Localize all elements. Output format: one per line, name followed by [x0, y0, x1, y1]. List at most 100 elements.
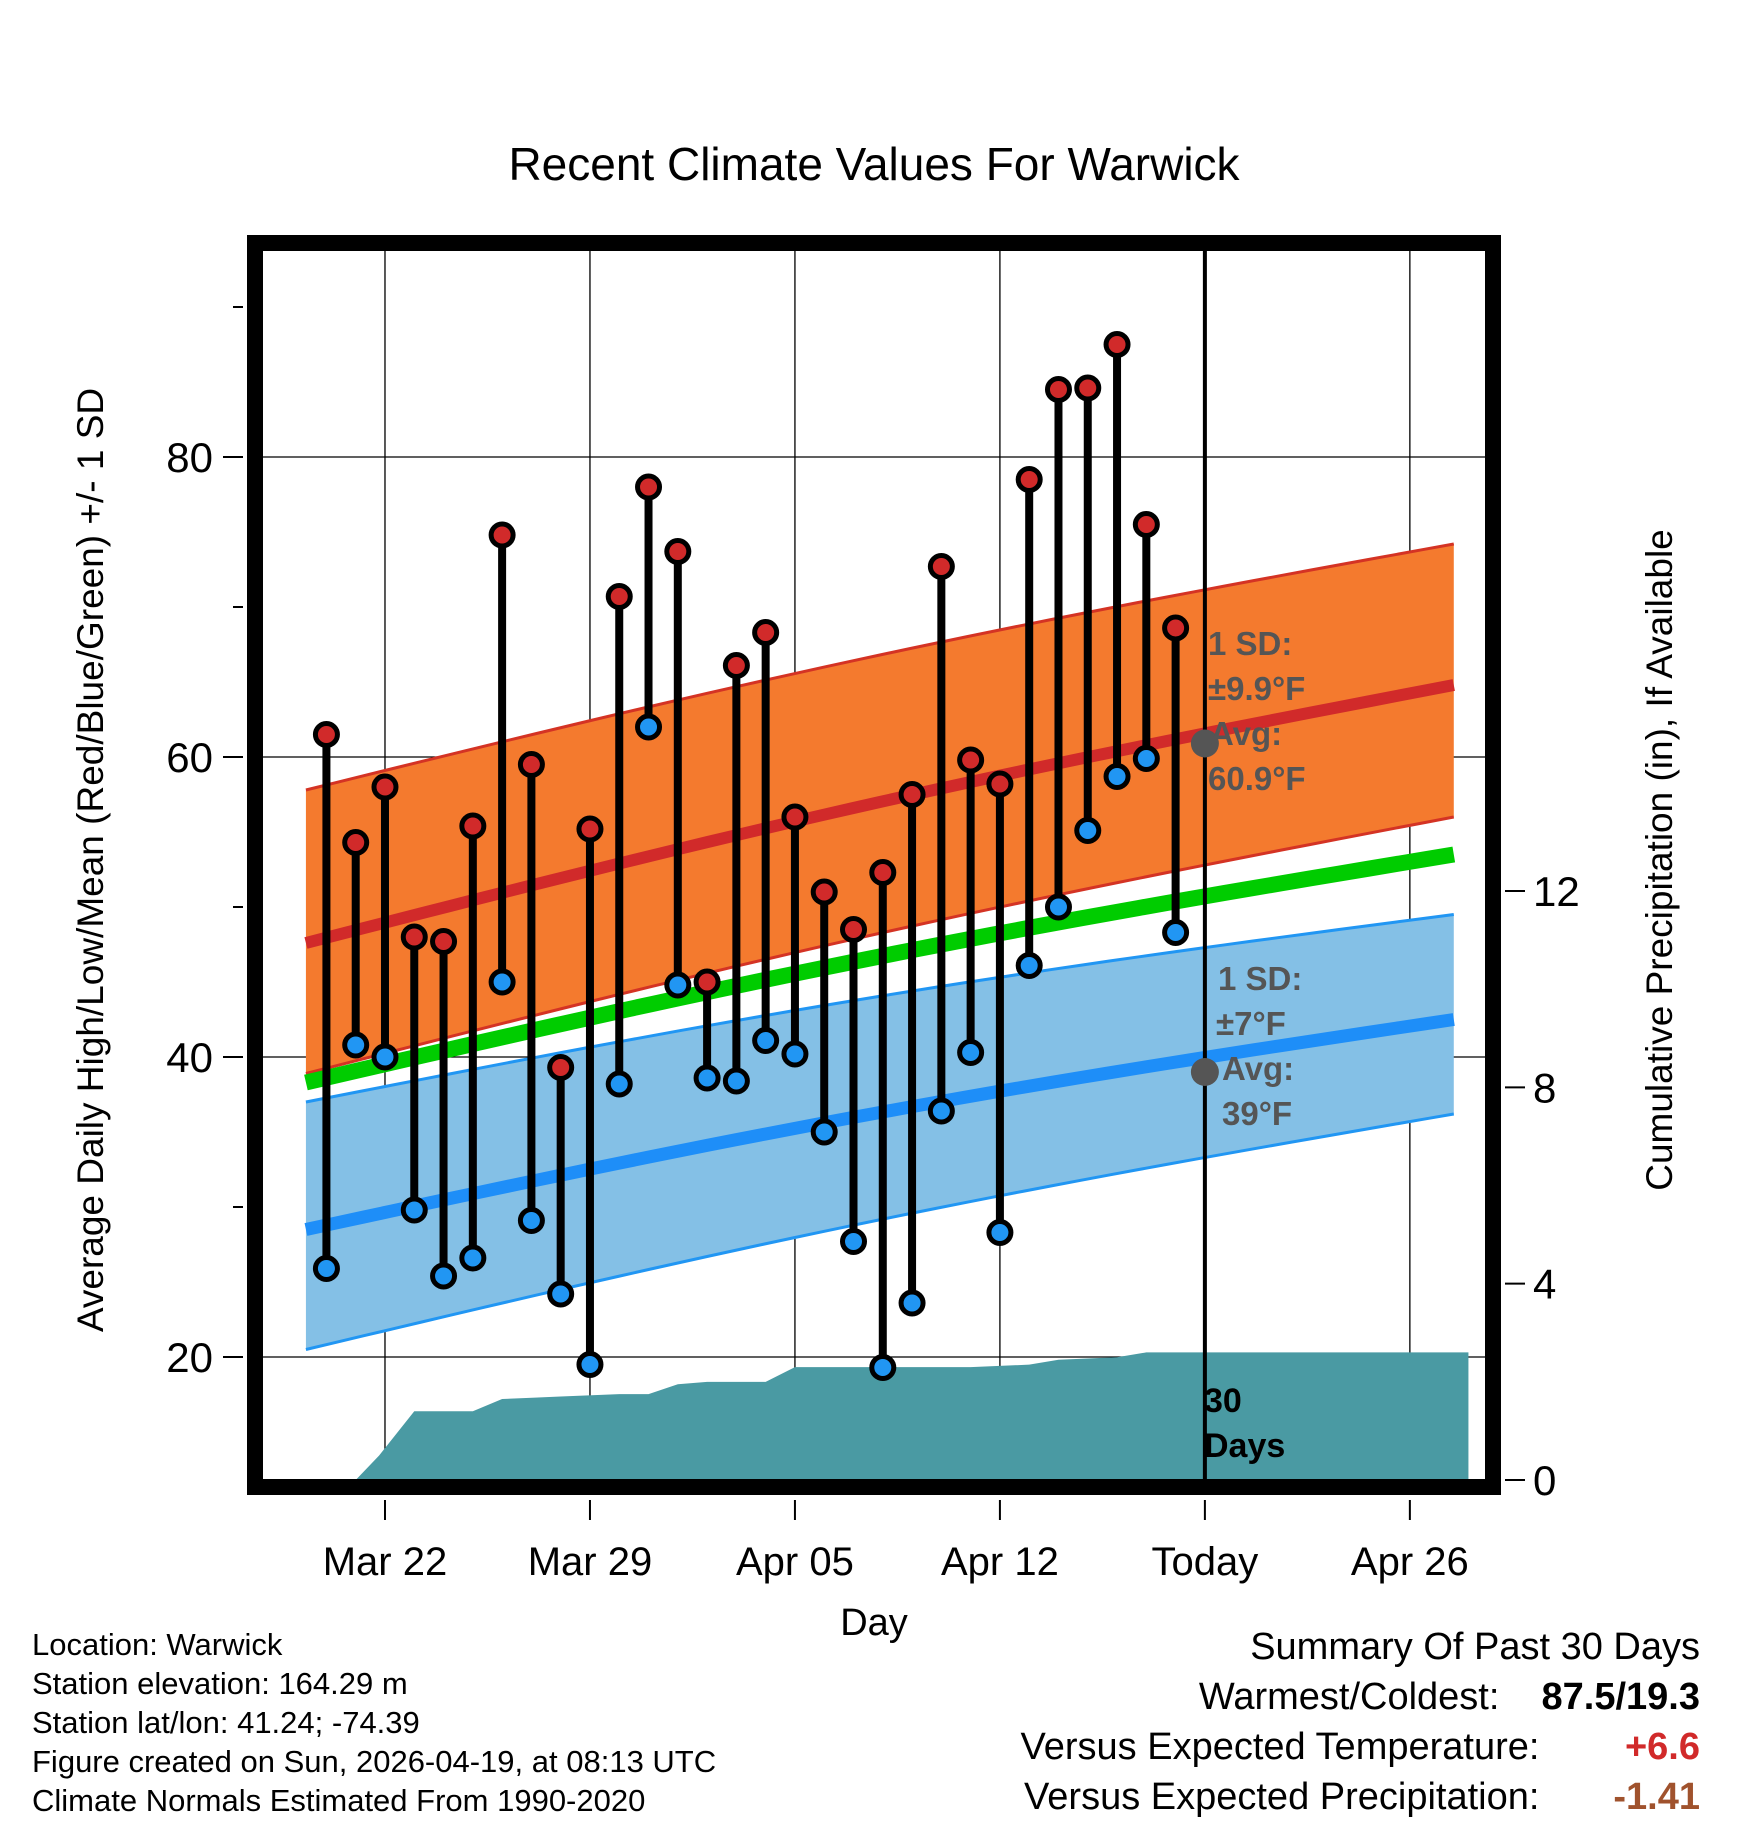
high-point [869, 859, 897, 886]
low-point [664, 971, 692, 999]
normals-text: Climate Normals Estimated From 1990-2020 [32, 1783, 646, 1818]
low-point [312, 1255, 340, 1282]
high-point [664, 538, 692, 565]
low-point [517, 1207, 545, 1234]
low-point [869, 1354, 897, 1381]
low-point [810, 1118, 838, 1146]
summary-panel: Summary Of Past 30 Days Warmest/Coldest:… [1021, 1622, 1700, 1822]
high-point [342, 829, 370, 856]
low-avg-label: Avg: [1222, 1050, 1294, 1087]
today-low-avg-dot [1190, 1058, 1219, 1086]
low-point [342, 1031, 370, 1059]
high-point [752, 619, 780, 646]
high-point [400, 923, 428, 951]
low-point [1015, 952, 1043, 979]
low-point [752, 1027, 780, 1054]
temp-anomaly-row: Versus Expected Temperature: +6.6 [1021, 1722, 1700, 1772]
high-point [781, 803, 809, 831]
location-text: Location: Warwick [32, 1627, 283, 1662]
high-point [371, 773, 399, 801]
low-point [927, 1097, 955, 1125]
high-mean-line [304, 679, 1455, 949]
low-point [1103, 763, 1131, 790]
chart-title: Recent Climate Values For Warwick [508, 138, 1240, 190]
summary-title: Summary Of Past 30 Days [1250, 1626, 1700, 1668]
high-point [547, 1054, 575, 1081]
precip-area [355, 1352, 1469, 1480]
x-tick-label: Apr 05 [736, 1540, 854, 1584]
low-point [1074, 817, 1102, 844]
high-avg-label: Avg: [1210, 715, 1282, 752]
low-point [722, 1067, 750, 1095]
high-point [517, 751, 545, 778]
high-point [1044, 376, 1072, 403]
high-point [693, 968, 721, 996]
x-axis-label: Day [840, 1602, 908, 1644]
warmest-coldest-row: Warmest/Coldest: 87.5/19.3 [1021, 1672, 1700, 1722]
high-point [986, 770, 1014, 798]
plot-frame [247, 235, 1501, 1495]
latlon-text: Station lat/lon: 41.24; -74.39 [32, 1705, 420, 1740]
low-sd-value: ±7°F [1216, 1005, 1286, 1042]
high-point [1132, 511, 1160, 538]
low-point [576, 1351, 604, 1378]
low-point [488, 968, 516, 996]
days-label-text: Days [1204, 1427, 1285, 1465]
created-text: Figure created on Sun, 2026-04-19, at 08… [32, 1744, 717, 1779]
low-point [400, 1196, 428, 1224]
low-avg-value: 39°F [1222, 1095, 1292, 1132]
y2-tick-label: 8 [1533, 1064, 1556, 1111]
y2-tick-label: 12 [1533, 868, 1580, 915]
high-point [312, 721, 340, 748]
elevation-text: Station elevation: 164.29 m [32, 1666, 408, 1701]
y-tick-label: 20 [166, 1334, 213, 1381]
high-point [957, 746, 985, 774]
low-point [635, 713, 663, 741]
low-sd-label: 1 SD: [1218, 960, 1302, 997]
low-point [1162, 919, 1190, 946]
x-tick-label: Apr 26 [1351, 1540, 1469, 1584]
temp-anomaly-value: +6.6 [1624, 1726, 1700, 1768]
high-point [1015, 466, 1043, 493]
y2-tick-label: 4 [1533, 1261, 1556, 1308]
today-high-avg-dot [1190, 729, 1219, 758]
high-point [722, 652, 750, 679]
low-point [986, 1219, 1014, 1246]
low-point [781, 1040, 809, 1068]
y-tick-label: 40 [166, 1034, 213, 1081]
low-point [1132, 745, 1160, 772]
station-info: Location: Warwick Station elevation: 164… [32, 1625, 716, 1820]
high-point [1103, 331, 1131, 358]
temp-anomaly-label: Versus Expected Temperature: [1020, 1726, 1540, 1768]
days-label-count: 30 [1204, 1382, 1242, 1420]
low-point [459, 1244, 487, 1272]
high-point [1074, 374, 1102, 402]
high-point [898, 781, 926, 808]
low-point [430, 1262, 458, 1290]
high-point [576, 815, 604, 843]
high-avg-value: 60.9°F [1208, 760, 1306, 797]
high-sd-upper-line [305, 542, 1455, 792]
warmest-value: 87.5/19.3 [1541, 1676, 1700, 1718]
high-point [605, 583, 633, 610]
high-point [488, 521, 516, 549]
low-point [371, 1043, 399, 1071]
low-point [898, 1289, 926, 1317]
high-point [810, 878, 838, 906]
y-axis-label: Average Daily High/Low/Mean (Red/Blue/Gr… [70, 388, 111, 1332]
high-point [635, 473, 663, 501]
x-tick-label: Mar 22 [323, 1540, 448, 1584]
warmest-label: Warmest/Coldest: [1198, 1676, 1500, 1718]
low-point [693, 1064, 721, 1092]
y-tick-label: 80 [166, 434, 213, 481]
low-point [957, 1039, 985, 1066]
precip-anomaly-label: Versus Expected Precipitation: [1024, 1776, 1540, 1818]
y2-axis-label: Cumulative Precipitation (in), If Availa… [1639, 529, 1680, 1191]
high-sd-label: 1 SD: [1208, 625, 1292, 662]
high-point [459, 812, 487, 840]
x-tick-label: Mar 29 [528, 1540, 653, 1584]
precip-anomaly-value: -1.41 [1613, 1776, 1700, 1818]
y-tick-label: 60 [166, 734, 213, 781]
high-point [840, 916, 868, 943]
